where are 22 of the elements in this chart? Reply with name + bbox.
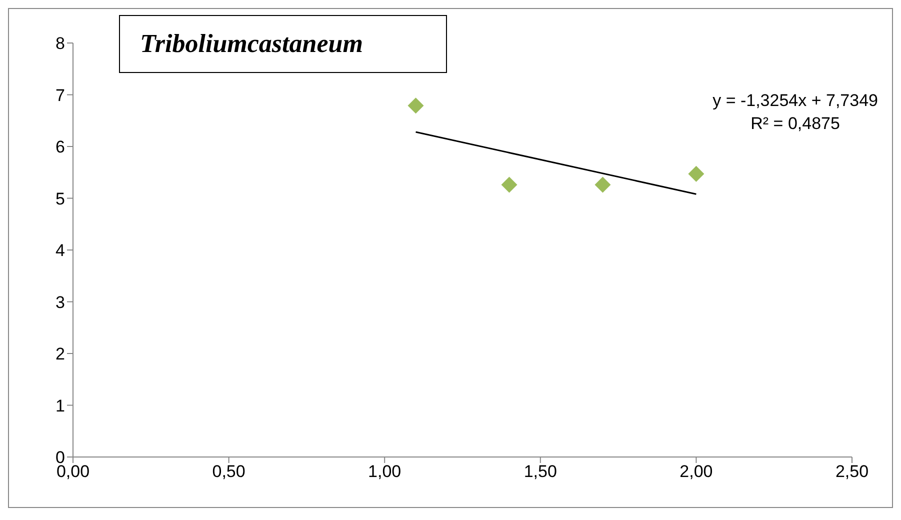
- point: [501, 176, 518, 193]
- x-tick-label: 0,00: [56, 462, 90, 482]
- y-tick-label: 8: [56, 34, 65, 54]
- x-tick-label: 2,00: [680, 462, 713, 482]
- point: [408, 98, 424, 114]
- y-tick-label: 5: [56, 189, 65, 208]
- x-tick-label: 1,50: [524, 462, 557, 482]
- y-tick-label: 6: [56, 138, 65, 157]
- x-tick-label: 2,50: [835, 462, 869, 482]
- point: [594, 176, 611, 193]
- annotation: y = -1,3254x + 7,7349: [712, 90, 878, 112]
- y-tick-label: 1: [56, 396, 65, 416]
- point: [688, 166, 704, 182]
- y-tick-label: 4: [56, 241, 65, 260]
- y-tick-label: 7: [56, 86, 65, 105]
- title-box: Triboliumcastaneum: [119, 15, 447, 73]
- y-tick-label: 2: [56, 344, 65, 364]
- x-tick-label: 1,00: [368, 462, 402, 482]
- annotation: R² = 0,4875: [750, 113, 841, 135]
- chart-title: Triboliumcastaneum: [140, 29, 363, 59]
- x-tick-label: 0,50: [212, 462, 246, 482]
- y-tick-label: 3: [56, 292, 65, 312]
